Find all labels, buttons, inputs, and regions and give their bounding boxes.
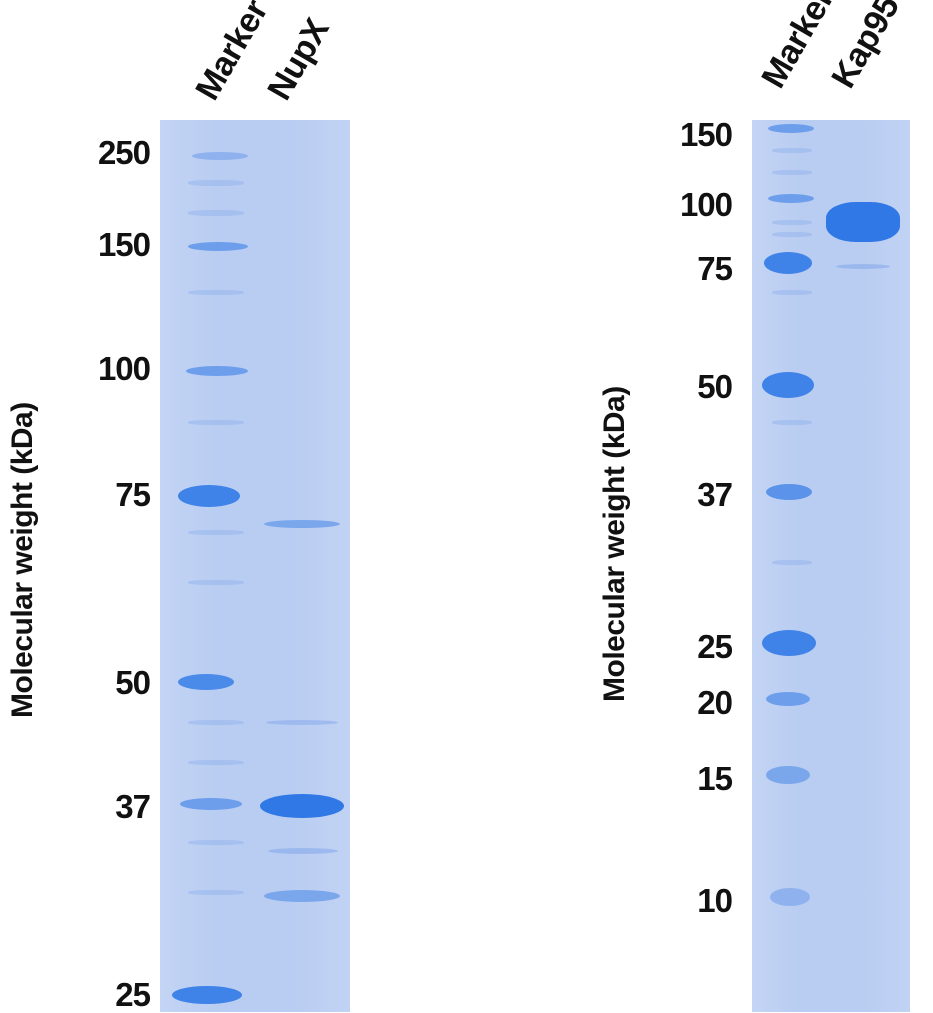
nupx-band-lower bbox=[264, 890, 340, 902]
left-gel-panel: Molecular weight (kDa) 250 150 100 75 50… bbox=[0, 0, 420, 1012]
marker-faint-band bbox=[772, 148, 812, 153]
marker-faint-band bbox=[188, 180, 244, 186]
mw-label-25: 25 bbox=[115, 976, 151, 1013]
marker-band-37 bbox=[180, 798, 242, 810]
mw-label-20: 20 bbox=[697, 684, 733, 721]
mw-label-15: 15 bbox=[697, 760, 733, 797]
marker-faint-band bbox=[188, 530, 244, 535]
marker-faint-band bbox=[772, 170, 812, 175]
mw-label-50: 50 bbox=[115, 664, 151, 701]
right-gel-panel: Molecular weight (kDa) 150 100 75 50 37 … bbox=[560, 0, 933, 1012]
mw-label-10: 10 bbox=[697, 882, 733, 919]
marker-faint-band bbox=[188, 720, 244, 725]
kap95-band-faint bbox=[836, 264, 890, 269]
marker-band-20 bbox=[766, 692, 810, 706]
marker-faint-band bbox=[772, 232, 812, 237]
marker-band-25 bbox=[172, 986, 242, 1004]
marker-band-150 bbox=[768, 124, 814, 133]
mw-label-37: 37 bbox=[697, 476, 733, 513]
marker-faint-band bbox=[188, 580, 244, 585]
marker-band-250 bbox=[192, 152, 248, 160]
marker-faint-band bbox=[188, 890, 244, 895]
lane-label-kap95: Kap95 bbox=[824, 0, 907, 95]
marker-faint-band bbox=[188, 840, 244, 845]
kap95-band-main bbox=[826, 202, 900, 242]
marker-faint-band bbox=[772, 220, 812, 225]
mw-label-50: 50 bbox=[697, 368, 733, 405]
marker-faint-band bbox=[188, 290, 244, 295]
lane-label-nupx: NupX bbox=[260, 12, 337, 107]
marker-band-75 bbox=[764, 252, 812, 274]
marker-band-25 bbox=[762, 630, 816, 656]
marker-band-15 bbox=[766, 766, 810, 784]
nupx-band-main bbox=[260, 794, 344, 818]
marker-band-100 bbox=[768, 194, 814, 203]
right-y-axis-label: Molecular weight (kDa) bbox=[598, 386, 631, 702]
marker-faint-band bbox=[188, 210, 244, 216]
left-gel-image bbox=[160, 120, 350, 1012]
marker-band-37 bbox=[766, 484, 812, 500]
marker-faint-band bbox=[772, 560, 812, 565]
mw-label-250: 250 bbox=[97, 134, 151, 171]
marker-band-50 bbox=[178, 674, 234, 690]
mw-label-100: 100 bbox=[679, 186, 733, 223]
mw-label-37: 37 bbox=[115, 788, 151, 825]
mw-label-75: 75 bbox=[115, 476, 151, 513]
mw-label-25: 25 bbox=[697, 628, 733, 665]
marker-faint-band bbox=[188, 420, 244, 425]
nupx-band-faint-mid bbox=[266, 720, 338, 725]
marker-band-100 bbox=[186, 366, 248, 376]
lane-label-marker: Marker bbox=[754, 0, 842, 95]
right-gel-image bbox=[752, 120, 910, 1012]
marker-band-150 bbox=[188, 242, 248, 251]
lane-label-marker: Marker bbox=[188, 0, 276, 107]
mw-label-75: 75 bbox=[697, 250, 733, 287]
nupx-band-faint-high bbox=[264, 520, 340, 528]
nupx-band-faint-low bbox=[268, 848, 338, 854]
marker-faint-band bbox=[188, 760, 244, 765]
marker-faint-band bbox=[772, 290, 812, 295]
marker-band-50 bbox=[762, 372, 814, 398]
mw-label-150: 150 bbox=[97, 226, 151, 263]
mw-label-100: 100 bbox=[97, 350, 151, 387]
marker-band-10 bbox=[770, 888, 810, 906]
mw-label-150: 150 bbox=[679, 116, 733, 153]
marker-band-75 bbox=[178, 485, 240, 507]
left-y-axis-label: Molecular weight (kDa) bbox=[6, 402, 39, 718]
marker-faint-band bbox=[772, 420, 812, 425]
